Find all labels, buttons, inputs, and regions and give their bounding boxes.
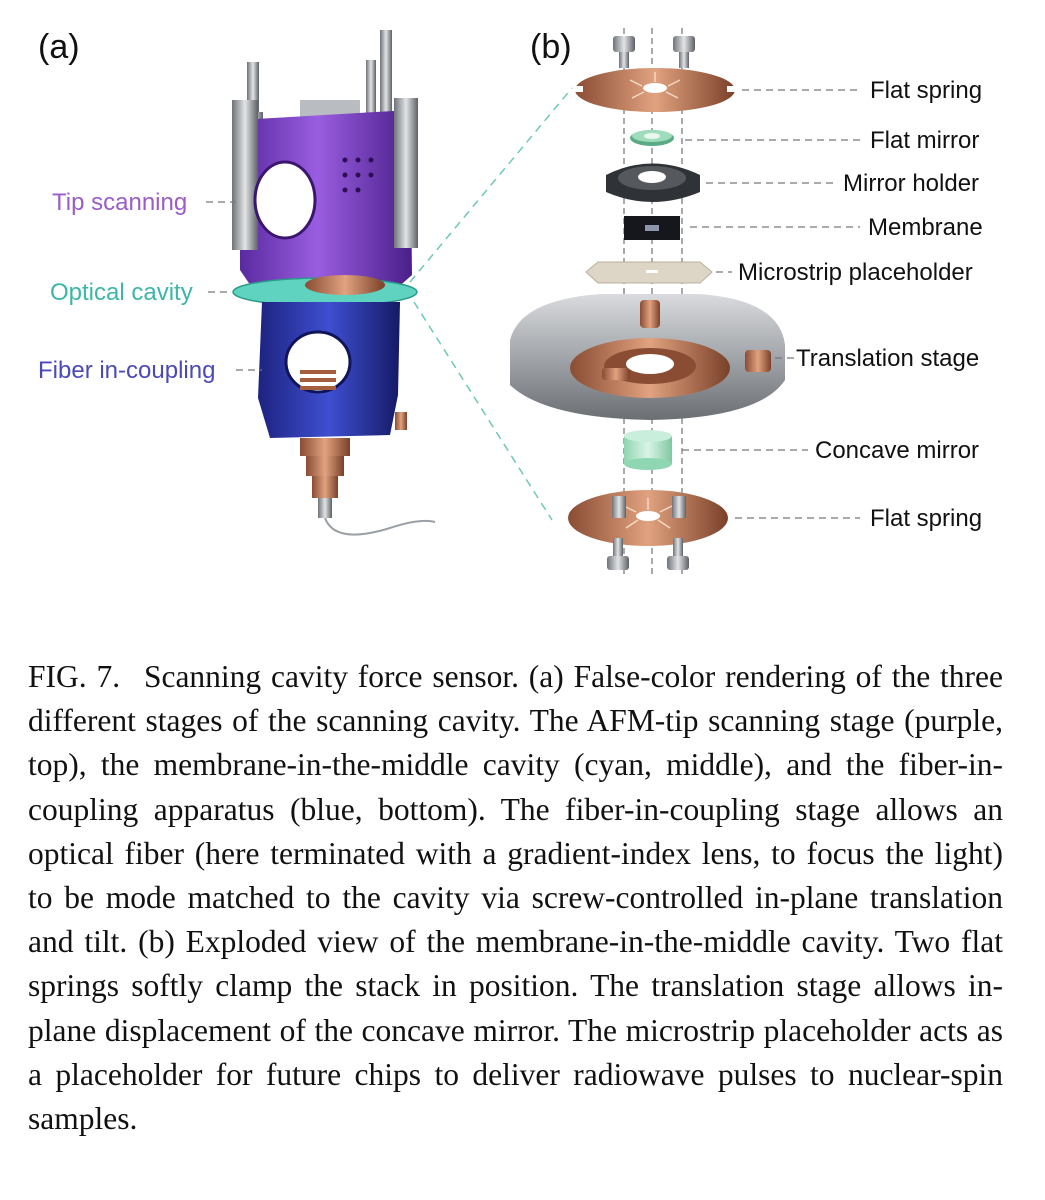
microstrip-placeholder (585, 261, 713, 284)
label-flat-mirror: Flat mirror (870, 127, 979, 154)
concave-mirror (624, 430, 672, 470)
label-mirror-holder: Mirror holder (843, 170, 979, 197)
label-membrane: Membrane (868, 214, 983, 241)
tip-scanning-body (240, 110, 412, 292)
flat-spring-bottom (568, 490, 728, 546)
figure-number: FIG. 7. (28, 659, 121, 694)
tilt-screw (395, 412, 407, 430)
side-clamp-right (394, 98, 418, 248)
figure-caption: FIG. 7. Scanning cavity force sensor. (a… (28, 655, 1003, 1141)
scanner-window (253, 160, 317, 240)
panel-a-letter: (a) (38, 28, 80, 66)
flat-spring-top (575, 68, 735, 112)
label-optical-cavity: Optical cavity (50, 279, 193, 306)
zoom-connector-top (409, 87, 573, 283)
label-concave-mirror: Concave mirror (815, 437, 979, 464)
mounting-holes (342, 157, 374, 193)
fiber-window (284, 330, 352, 394)
label-fiber-in-coupling: Fiber in-coupling (38, 357, 215, 384)
label-flat-spring-top: Flat spring (870, 77, 982, 104)
top-screws (613, 36, 695, 68)
label-translation-stage: Translation stage (796, 345, 979, 372)
caption-text: Scanning cavity force sensor. (a) False-… (28, 659, 1003, 1137)
spring-coil (300, 370, 336, 390)
cavity-copper-stage (305, 275, 385, 295)
label-flat-spring-bottom: Flat spring (870, 505, 982, 532)
exploded-stack (510, 36, 785, 570)
optical-fiber (324, 517, 436, 536)
side-clamp-left (232, 100, 258, 250)
scanner-rendering (232, 30, 436, 536)
panel-b-letter: (b) (530, 28, 572, 66)
zoom-connector-bottom (413, 301, 553, 521)
translation-stage (510, 294, 785, 420)
figure-7: (a) (38, 28, 983, 575)
membrane (624, 216, 680, 240)
fiber-nozzle (300, 438, 350, 518)
label-tip-scanning: Tip scanning (52, 189, 187, 216)
mirror-holder (606, 163, 700, 202)
label-microstrip: Microstrip placeholder (738, 259, 973, 286)
flat-mirror (630, 130, 674, 146)
bottom-screws (607, 538, 689, 570)
